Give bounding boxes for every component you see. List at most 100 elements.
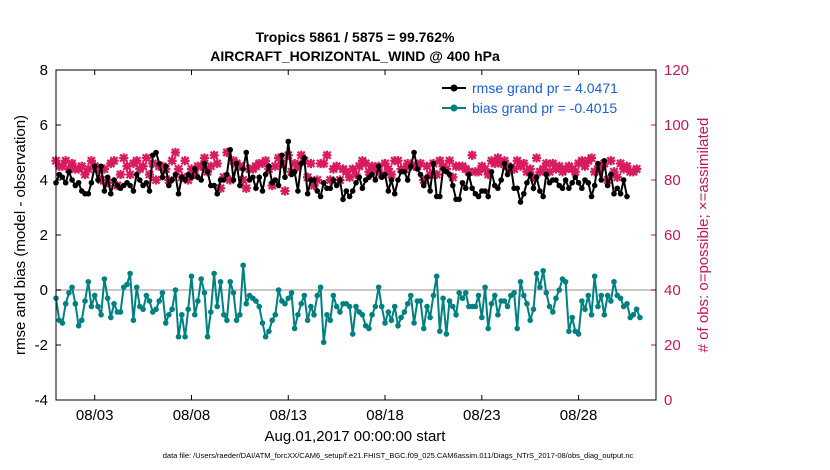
rmse-point bbox=[566, 185, 572, 192]
obs-marker bbox=[93, 164, 103, 174]
obs-marker bbox=[345, 172, 355, 182]
bias-point bbox=[330, 292, 337, 299]
obs-marker bbox=[577, 156, 587, 166]
bias-point bbox=[143, 292, 150, 299]
bias-point bbox=[569, 314, 575, 321]
bias-point bbox=[104, 295, 111, 302]
rmse-point bbox=[137, 177, 143, 183]
bias-point bbox=[482, 284, 488, 291]
rmse-point bbox=[282, 174, 288, 181]
rmse-point bbox=[333, 182, 340, 189]
rmse-point bbox=[349, 188, 356, 194]
obs-marker bbox=[206, 161, 216, 171]
bias-point bbox=[72, 300, 79, 307]
bias-point bbox=[540, 267, 546, 274]
rmse-point bbox=[91, 163, 98, 170]
rmse-point bbox=[250, 174, 256, 181]
rmse-point bbox=[504, 171, 511, 178]
bias-point bbox=[459, 295, 466, 302]
bias-point bbox=[185, 306, 191, 313]
obs-marker bbox=[622, 161, 632, 171]
rmse-point bbox=[111, 177, 117, 183]
obs-marker bbox=[138, 161, 148, 171]
rmse-point bbox=[275, 182, 282, 189]
bias-point bbox=[550, 309, 556, 315]
obs-marker bbox=[261, 156, 271, 166]
rmse-line bbox=[55, 141, 628, 206]
bias-point bbox=[430, 292, 437, 299]
bias-point bbox=[227, 278, 233, 285]
rmse-point bbox=[498, 177, 504, 183]
obs-marker bbox=[77, 161, 87, 171]
rmse-point bbox=[198, 177, 204, 183]
rmse-point bbox=[159, 174, 166, 181]
obs-marker bbox=[361, 158, 371, 169]
obs-marker bbox=[332, 161, 342, 171]
bias-point bbox=[140, 306, 146, 313]
rmse-point bbox=[501, 160, 508, 167]
rmse-point bbox=[420, 182, 427, 189]
rmse-point bbox=[330, 177, 337, 183]
rmse-point bbox=[327, 185, 334, 192]
bias-point bbox=[179, 311, 185, 318]
rmse-point bbox=[404, 177, 411, 183]
bias-point bbox=[501, 298, 508, 304]
bias-point bbox=[266, 328, 272, 335]
obs-marker bbox=[215, 183, 226, 193]
bias-point bbox=[214, 303, 221, 310]
obs-marker bbox=[96, 175, 106, 185]
rmse-point bbox=[240, 166, 246, 172]
bias-point bbox=[146, 298, 153, 304]
rmse-point bbox=[224, 171, 230, 178]
obs-marker bbox=[67, 158, 77, 169]
obs-marker bbox=[609, 167, 619, 177]
obs-marker bbox=[293, 161, 303, 171]
rmse-point bbox=[598, 177, 605, 183]
y-right-tick-label: 60 bbox=[664, 227, 681, 244]
rmse-point bbox=[401, 168, 408, 175]
x-tick-label: 08/03 bbox=[76, 407, 114, 424]
rmse-point bbox=[75, 179, 82, 186]
bias-point bbox=[346, 303, 353, 310]
bias-point bbox=[517, 278, 524, 285]
obs-marker bbox=[538, 164, 548, 174]
rmse-point bbox=[614, 185, 621, 192]
obs-marker bbox=[354, 161, 364, 171]
rmse-point bbox=[407, 163, 414, 170]
bias-point bbox=[353, 303, 359, 310]
obs-marker bbox=[493, 153, 503, 163]
obs-marker bbox=[341, 167, 351, 177]
obs-marker bbox=[393, 156, 403, 166]
obs-marker bbox=[99, 164, 109, 174]
bias-point bbox=[533, 270, 540, 277]
bias-point bbox=[169, 306, 175, 313]
rmse-point bbox=[95, 177, 101, 183]
rmse-point bbox=[466, 171, 472, 178]
bias-point bbox=[575, 331, 582, 337]
bias-point bbox=[446, 298, 453, 304]
rmse-point bbox=[521, 190, 527, 197]
bias-point bbox=[156, 298, 162, 304]
bias-point bbox=[495, 311, 501, 318]
obs-marker bbox=[151, 175, 161, 185]
rmse-point bbox=[372, 177, 379, 183]
bias-point bbox=[233, 317, 240, 324]
rmse-point bbox=[575, 179, 582, 186]
obs-marker bbox=[273, 153, 284, 163]
rmse-point bbox=[611, 190, 617, 197]
bias-point bbox=[617, 295, 624, 302]
rmse-point bbox=[62, 179, 69, 186]
rmse-point bbox=[604, 182, 611, 189]
obs-marker bbox=[348, 164, 358, 174]
rmse-point bbox=[414, 166, 421, 172]
plot-frame-border bbox=[55, 69, 657, 401]
obs-marker bbox=[57, 161, 67, 171]
bias-point bbox=[440, 295, 446, 302]
bias-point bbox=[472, 303, 479, 310]
obs-marker bbox=[528, 172, 539, 182]
rmse-point bbox=[162, 163, 169, 170]
obs-marker bbox=[512, 156, 522, 166]
obs-marker bbox=[473, 167, 484, 177]
bias-point bbox=[317, 284, 324, 291]
